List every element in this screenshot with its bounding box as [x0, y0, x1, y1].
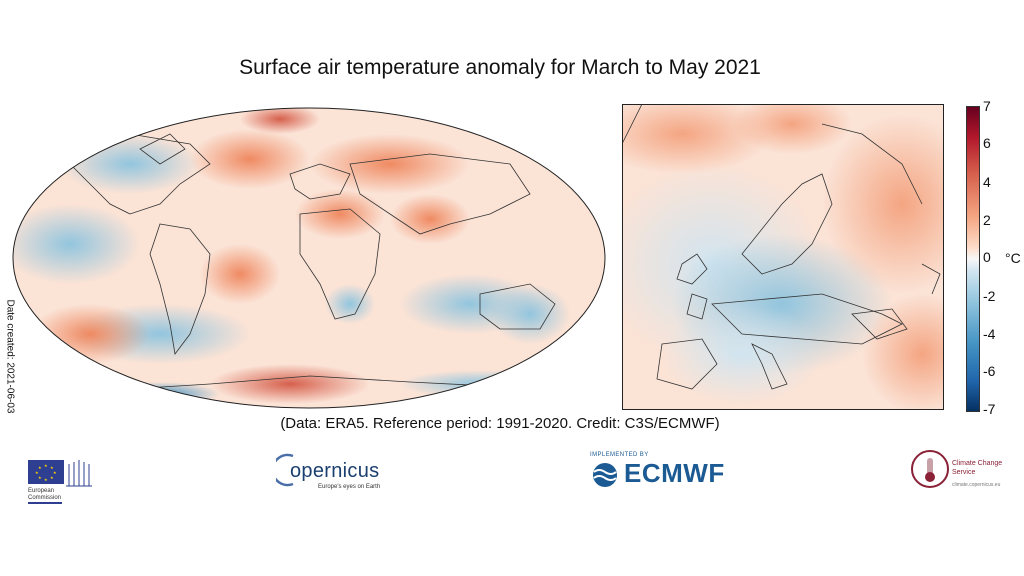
thermometer-icon	[911, 450, 949, 488]
colorbar-tick: 0	[983, 249, 991, 265]
colorbar-tick: 2	[983, 212, 991, 228]
colorbar-tick: -2	[983, 288, 996, 304]
copernicus-logo-icon	[276, 453, 294, 487]
ecmwf-logo-icon	[593, 463, 617, 487]
map-title: Surface air temperature anomaly for Marc…	[239, 56, 761, 79]
ec-building-icon	[66, 460, 92, 487]
colorbar-tick: -6	[983, 363, 996, 379]
copernicus-tagline: Europe's eyes on Earth	[318, 484, 381, 490]
ccs-url: climate.copernicus.eu	[952, 482, 1001, 488]
copernicus-label: opernicus	[290, 460, 380, 482]
colorbar-tick: 6	[983, 135, 991, 151]
colorbar	[966, 106, 980, 412]
colorbar-tick: -7	[983, 401, 996, 417]
colorbar-unit: °C	[1005, 250, 1021, 266]
colorbar-tick: -4	[983, 326, 996, 342]
europe-anomaly-map	[622, 104, 944, 410]
ec-label: European Commission	[28, 488, 62, 501]
ccs-label: Climate Change Service	[952, 460, 1003, 476]
world-anomaly-map	[12, 107, 606, 409]
ec-divider	[28, 502, 62, 504]
ecmwf-label: ECMWF	[624, 458, 725, 488]
ecmwf-implemented-label: IMPLEMENTED BY	[590, 452, 649, 458]
colorbar-tick: 4	[983, 174, 991, 190]
data-credit: (Data: ERA5. Reference period: 1991-2020…	[280, 415, 720, 432]
eu-flag-icon: ★ ★ ★ ★ ★ ★ ★ ★	[28, 460, 64, 484]
colorbar-tick: 7	[983, 98, 991, 114]
